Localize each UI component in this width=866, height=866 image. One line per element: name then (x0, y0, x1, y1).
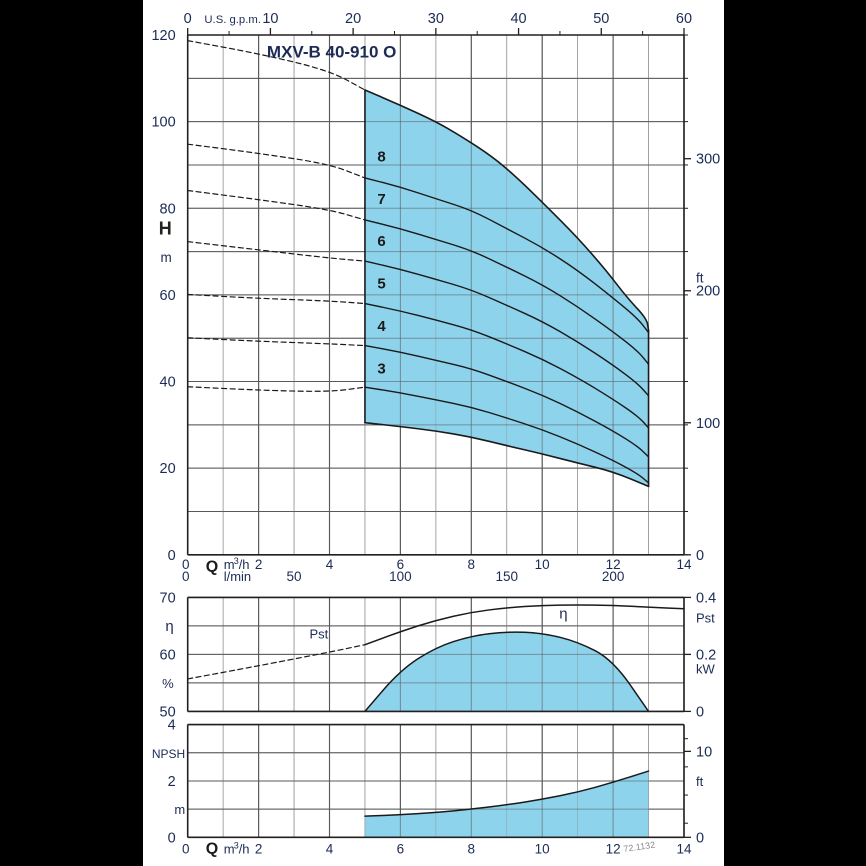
svg-text:0.4: 0.4 (696, 590, 716, 606)
svg-text:Q: Q (206, 558, 218, 575)
svg-text:MXV-B 40-910 O: MXV-B 40-910 O (267, 43, 396, 62)
svg-text:kW: kW (696, 662, 716, 677)
svg-text:2: 2 (255, 841, 263, 856)
svg-text:120: 120 (151, 28, 175, 44)
svg-text:3: 3 (377, 360, 385, 377)
svg-text:8: 8 (377, 148, 385, 165)
svg-text:60: 60 (160, 647, 176, 663)
svg-text:5: 5 (377, 275, 385, 292)
svg-text:Q: Q (206, 840, 218, 857)
svg-text:30: 30 (428, 11, 444, 27)
svg-text:14: 14 (676, 841, 692, 856)
svg-text:4: 4 (326, 557, 334, 572)
svg-text:/h: /h (239, 841, 250, 856)
svg-text:40: 40 (160, 375, 176, 391)
svg-text:2: 2 (168, 774, 176, 790)
svg-text:60: 60 (676, 11, 692, 27)
svg-text:0: 0 (182, 841, 190, 856)
svg-text:η: η (559, 605, 567, 622)
svg-text:4: 4 (326, 841, 334, 856)
svg-text:m: m (174, 802, 185, 817)
svg-text:0: 0 (696, 548, 704, 564)
svg-text:m: m (160, 250, 171, 265)
svg-text:0: 0 (696, 704, 704, 720)
svg-text:200: 200 (602, 569, 625, 584)
svg-text:40: 40 (510, 11, 526, 27)
svg-text:100: 100 (389, 569, 412, 584)
svg-text:150: 150 (495, 569, 518, 584)
svg-text:50: 50 (287, 569, 302, 584)
svg-text:0: 0 (168, 548, 176, 564)
svg-text:H: H (159, 218, 172, 238)
svg-text:100: 100 (151, 115, 175, 131)
svg-text:l/min: l/min (224, 569, 251, 584)
svg-text:12: 12 (606, 841, 621, 856)
svg-text:300: 300 (696, 152, 720, 168)
svg-text:0: 0 (696, 830, 704, 846)
svg-text:100: 100 (696, 416, 720, 432)
svg-text:7: 7 (377, 191, 385, 208)
svg-text:2: 2 (255, 557, 263, 572)
svg-text:0: 0 (182, 569, 190, 584)
svg-text:U.S. g.p.m.: U.S. g.p.m. (204, 14, 261, 26)
svg-text:80: 80 (160, 201, 176, 217)
svg-text:50: 50 (593, 11, 609, 27)
svg-text:70: 70 (160, 590, 176, 606)
svg-text:0: 0 (168, 830, 176, 846)
svg-text:NPSH: NPSH (152, 747, 185, 761)
svg-text:6: 6 (397, 841, 405, 856)
svg-text:η: η (165, 618, 173, 635)
svg-text:6: 6 (377, 233, 385, 250)
svg-text:10: 10 (696, 744, 712, 760)
svg-text:0: 0 (184, 11, 192, 27)
svg-text:ft: ft (696, 774, 704, 789)
svg-text:10: 10 (262, 11, 278, 27)
svg-text:8: 8 (468, 841, 476, 856)
svg-text:10: 10 (535, 557, 550, 572)
svg-text:ft: ft (696, 271, 704, 286)
svg-text:14: 14 (676, 557, 692, 572)
svg-text:Pst: Pst (309, 626, 328, 641)
svg-text:200: 200 (696, 284, 720, 300)
svg-text:60: 60 (160, 288, 176, 304)
svg-text:Pst: Pst (696, 610, 715, 625)
svg-text:72.1132: 72.1132 (623, 840, 656, 854)
svg-text:%: % (162, 676, 174, 691)
svg-text:10: 10 (535, 841, 550, 856)
svg-text:8: 8 (468, 557, 476, 572)
svg-text:4: 4 (168, 718, 176, 734)
svg-text:20: 20 (345, 11, 361, 27)
svg-text:20: 20 (160, 461, 176, 477)
svg-text:4: 4 (377, 318, 386, 335)
